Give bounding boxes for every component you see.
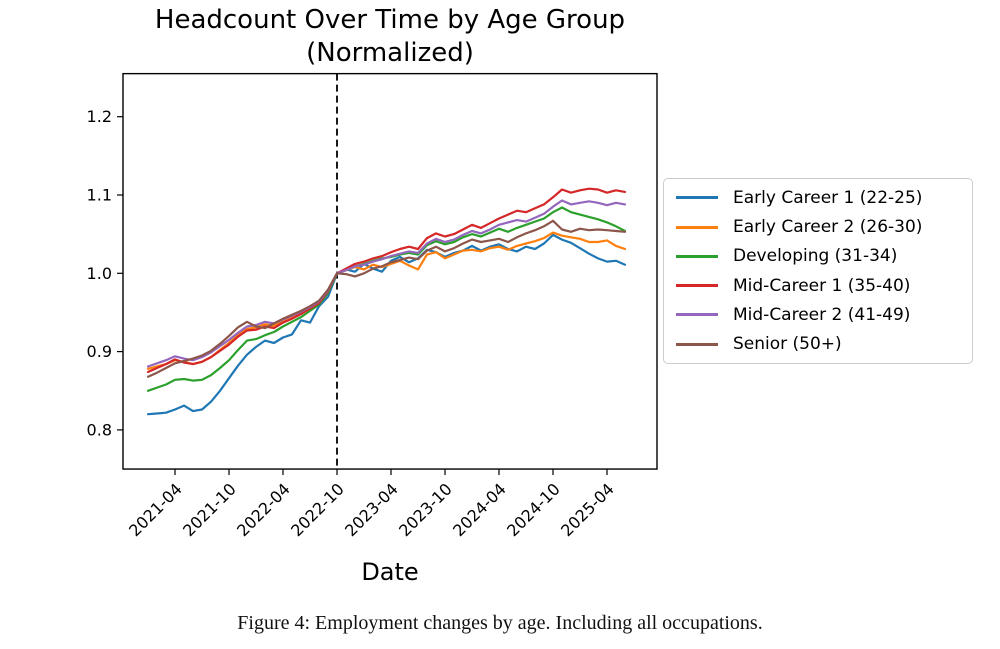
chart-title-line2: (Normalized)	[306, 38, 474, 68]
legend-box: Early Career 1 (22-25) Early Career 2 (26…	[663, 178, 973, 364]
x-axis-title: Date	[361, 558, 419, 586]
legend-label: Mid-Career 1 (35-40)	[733, 275, 911, 296]
legend-line-swatch	[676, 225, 718, 229]
series-line-mid-career-2-41-49	[146, 199, 627, 368]
legend-label: Mid-Career 2 (41-49)	[733, 304, 911, 325]
x-tick-label: 2024-04	[449, 479, 510, 540]
y-tick-label: 1.0	[87, 264, 112, 283]
series-line-mid-career-1-35-40	[146, 187, 627, 374]
legend-item-mid-career-1-35-40: Mid-Career 1 (35-40)	[676, 271, 960, 300]
plot-border	[122, 72, 658, 470]
legend-label: Early Career 1 (22-25)	[733, 187, 923, 208]
x-tick-label: 2021-04	[125, 479, 186, 540]
legend-item-mid-career-2-41-49: Mid-Career 2 (41-49)	[676, 300, 960, 329]
x-tick-label: 2025-04	[557, 479, 618, 540]
legend-item-early-career-2-26-30: Early Career 2 (26-30)	[676, 212, 960, 241]
y-tick-label: 0.8	[87, 420, 112, 439]
legend-line-swatch	[676, 284, 718, 288]
legend-line-swatch	[676, 196, 718, 200]
chart-title-line1: Headcount Over Time by Age Group	[154, 5, 626, 35]
x-tick-label: 2023-10	[395, 479, 456, 540]
legend-line-swatch	[676, 254, 718, 258]
y-tick-label: 1.2	[87, 107, 112, 126]
x-tick-label: 2021-10	[179, 479, 240, 540]
x-tick-label: 2023-04	[341, 479, 402, 540]
figure-caption: Figure 4: Employment changes by age. Inc…	[237, 612, 763, 634]
legend-label: Senior (50+)	[733, 334, 842, 355]
x-tick-label: 2022-04	[233, 479, 294, 540]
legend-label: Early Career 2 (26-30)	[733, 217, 923, 237]
x-tick-label: 2022-10	[287, 479, 348, 540]
y-tick-label: 0.9	[87, 342, 112, 361]
series-line-early-career-1-22-25	[146, 233, 627, 416]
legend-item-developing-31-34: Developing (31-34)	[676, 242, 960, 271]
y-tick-label: 1.1	[87, 186, 112, 205]
legend-line-swatch	[676, 313, 718, 317]
plot-area: 2021-042021-102022-042022-102023-042023-…	[87, 72, 658, 540]
legend-item-early-career-1-22-25: Early Career 1 (22-25)	[676, 183, 960, 212]
series-line-senior-50	[146, 219, 627, 378]
legend-line-swatch	[676, 342, 718, 346]
x-tick-label: 2024-10	[503, 479, 564, 540]
legend-label: Developing (31-34)	[733, 246, 898, 267]
chart-title: Headcount Over Time by Age Group (Normal…	[123, 4, 657, 70]
legend-item-senior-50: Senior (50+)	[676, 330, 960, 359]
